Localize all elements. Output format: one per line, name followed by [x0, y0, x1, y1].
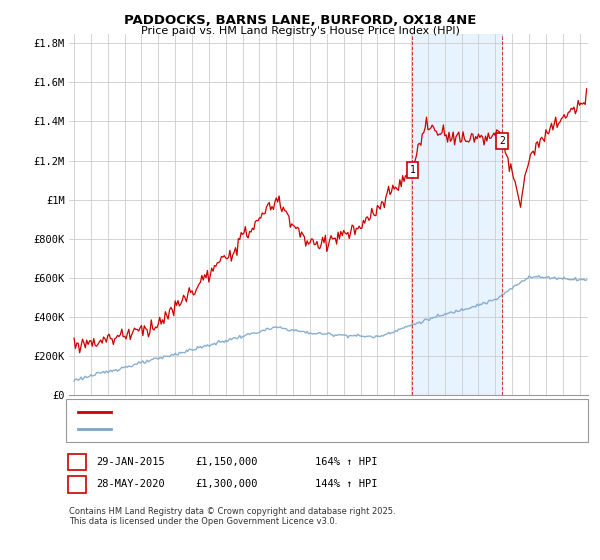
Text: £1,300,000: £1,300,000: [195, 479, 257, 489]
Bar: [412, 34, 502, 395]
Text: HPI: Average price, detached house, West Oxfordshire: HPI: Average price, detached house, West…: [118, 424, 383, 434]
Text: Contains HM Land Registry data © Crown copyright and database right 2025.
This d: Contains HM Land Registry data © Crown c…: [69, 507, 395, 526]
Text: 164% ↑ HPI: 164% ↑ HPI: [315, 457, 377, 467]
Text: 2: 2: [74, 479, 80, 489]
Text: 1: 1: [410, 165, 415, 175]
Text: PADDOCKS, BARNS LANE, BURFORD, OX18 4NE (detached house): PADDOCKS, BARNS LANE, BURFORD, OX18 4NE …: [118, 407, 440, 417]
Text: £1,150,000: £1,150,000: [195, 457, 257, 467]
Text: 2: 2: [499, 136, 505, 146]
Text: Price paid vs. HM Land Registry's House Price Index (HPI): Price paid vs. HM Land Registry's House …: [140, 26, 460, 36]
Text: 29-JAN-2015: 29-JAN-2015: [96, 457, 165, 467]
Text: 1: 1: [74, 457, 80, 467]
Text: 28-MAY-2020: 28-MAY-2020: [96, 479, 165, 489]
Text: 144% ↑ HPI: 144% ↑ HPI: [315, 479, 377, 489]
Text: PADDOCKS, BARNS LANE, BURFORD, OX18 4NE: PADDOCKS, BARNS LANE, BURFORD, OX18 4NE: [124, 14, 476, 27]
